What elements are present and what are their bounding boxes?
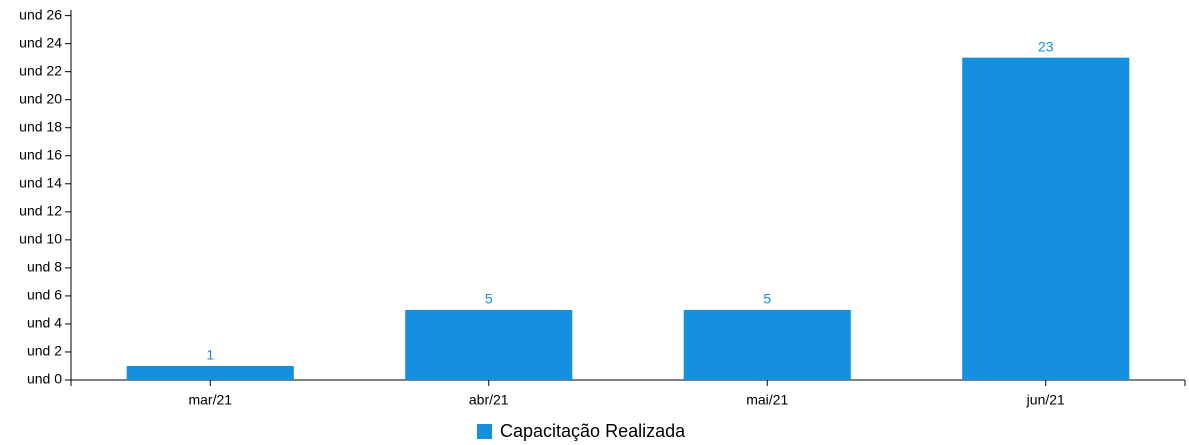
y-tick-label: und 12 — [19, 203, 62, 219]
data-label: 23 — [1038, 38, 1054, 54]
x-tick-label: abr/21 — [469, 392, 509, 408]
bar — [683, 309, 851, 380]
y-tick-label: und 26 — [19, 6, 62, 22]
y-tick-label: und 8 — [27, 259, 62, 275]
y-tick-label: und 16 — [19, 146, 62, 162]
legend-label: Capacitação Realizada — [500, 421, 686, 441]
x-tick-label: mai/21 — [746, 392, 788, 408]
data-label: 5 — [763, 291, 771, 307]
y-tick-label: und 0 — [27, 371, 62, 387]
y-tick-label: und 6 — [27, 287, 62, 303]
y-tick-label: und 10 — [19, 231, 62, 247]
y-tick-label: und 14 — [19, 174, 62, 190]
y-tick-label: und 18 — [19, 118, 62, 134]
bar — [962, 57, 1130, 380]
bar — [405, 309, 573, 380]
data-label: 5 — [485, 291, 493, 307]
y-tick-label: und 24 — [19, 34, 62, 50]
y-tick-label: und 20 — [19, 90, 62, 106]
y-tick-label: und 2 — [27, 343, 62, 359]
x-tick-label: mar/21 — [188, 392, 232, 408]
bar — [126, 365, 294, 380]
y-tick-label: und 22 — [19, 62, 62, 78]
x-tick-label: jun/21 — [1026, 392, 1065, 408]
legend-swatch — [477, 424, 492, 439]
data-label: 1 — [206, 347, 214, 363]
y-tick-label: und 4 — [27, 315, 62, 331]
